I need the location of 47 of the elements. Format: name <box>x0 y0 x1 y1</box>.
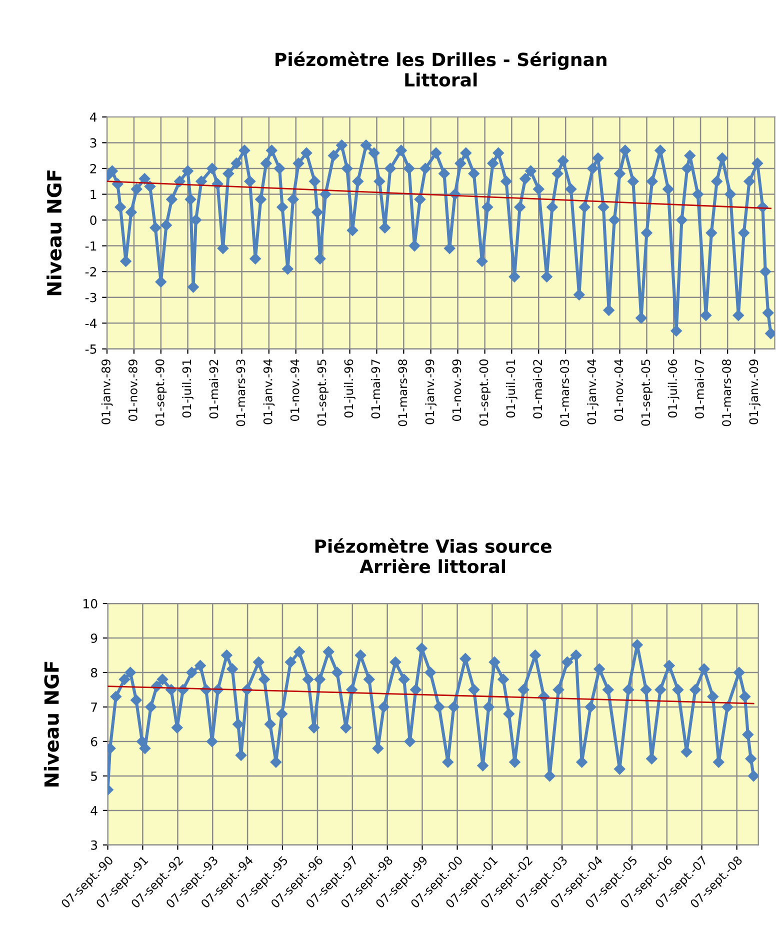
x-tick-label: 01-juil.-91 <box>182 360 194 418</box>
y-tick-label: 2 <box>90 164 96 174</box>
x-tick-label: 01-sept.-00 <box>479 359 491 426</box>
x-tick-label: 01-mars-03 <box>560 360 570 426</box>
x-tick-label: 01-janv.-89 <box>101 359 113 424</box>
y-tick-label: 1 <box>90 190 96 200</box>
y-axis-title: Niveau NGF <box>46 170 62 296</box>
chart-title: Piézomètre Vias source Arrière littoral <box>315 538 552 574</box>
y-tick-label: 4 <box>90 112 97 122</box>
y-tick-label: -1 <box>85 241 96 251</box>
x-tick-label: 01-janv.-09 <box>749 359 760 424</box>
x-tick-label: 01-nov.-99 <box>452 359 462 421</box>
y-tick-label: 3 <box>91 840 98 850</box>
x-tick-label: 01-janv.-99 <box>425 359 437 424</box>
x-tick-label: 01-juil.-96 <box>344 359 356 418</box>
x-tick-label: 01-nov.-04 <box>614 359 624 421</box>
y-tick-label: 8 <box>90 668 98 678</box>
x-tick-label: 01-mai-02 <box>532 360 542 418</box>
y-tick-label: 3 <box>90 138 96 148</box>
x-tick-label: 01-juil.-06 <box>668 359 680 418</box>
x-tick-label: 01-mai-97 <box>371 360 380 418</box>
chart-title: Piézomètre les Drilles - Sérignan Littoral <box>276 52 606 87</box>
x-tick-label: 01-mars-98 <box>398 359 408 426</box>
y-tick-label: -5 <box>85 344 96 354</box>
x-tick-label: 01-mai-92 <box>209 360 218 418</box>
x-tick-label: 01-sept.-95 <box>317 360 329 426</box>
x-tick-label: 01-janv.-04 <box>587 359 598 424</box>
y-tick-label: 4 <box>90 806 98 816</box>
y-tick-label: 6 <box>90 736 98 746</box>
y-tick-label: 0 <box>90 216 96 225</box>
y-tick-label: -2 <box>85 267 96 276</box>
x-tick-label: 01-janv.-94 <box>263 359 275 424</box>
y-axis-title: Niveau NGF <box>44 662 59 786</box>
x-tick-label: 01-nov.-94 <box>290 359 300 421</box>
y-tick-label: 5 <box>91 772 97 781</box>
x-tick-label: 01-nov.-89 <box>128 359 138 421</box>
x-tick-label: 01-sept.-05 <box>641 360 652 426</box>
y-tick-label: 10 <box>84 598 98 608</box>
y-tick-label: 7 <box>91 702 97 712</box>
y-tick-label: -4 <box>85 318 97 328</box>
x-tick-label: 01-sept.-90 <box>155 359 167 426</box>
x-tick-label: 01-mai-07 <box>694 360 704 418</box>
x-tick-label: 01-mars-93 <box>236 360 246 426</box>
y-tick-label: -3 <box>85 292 96 302</box>
x-tick-label: 01-mars-08 <box>722 359 732 426</box>
y-tick-label: 9 <box>90 633 98 643</box>
x-tick-label: 01-juil.-01 <box>506 360 518 418</box>
